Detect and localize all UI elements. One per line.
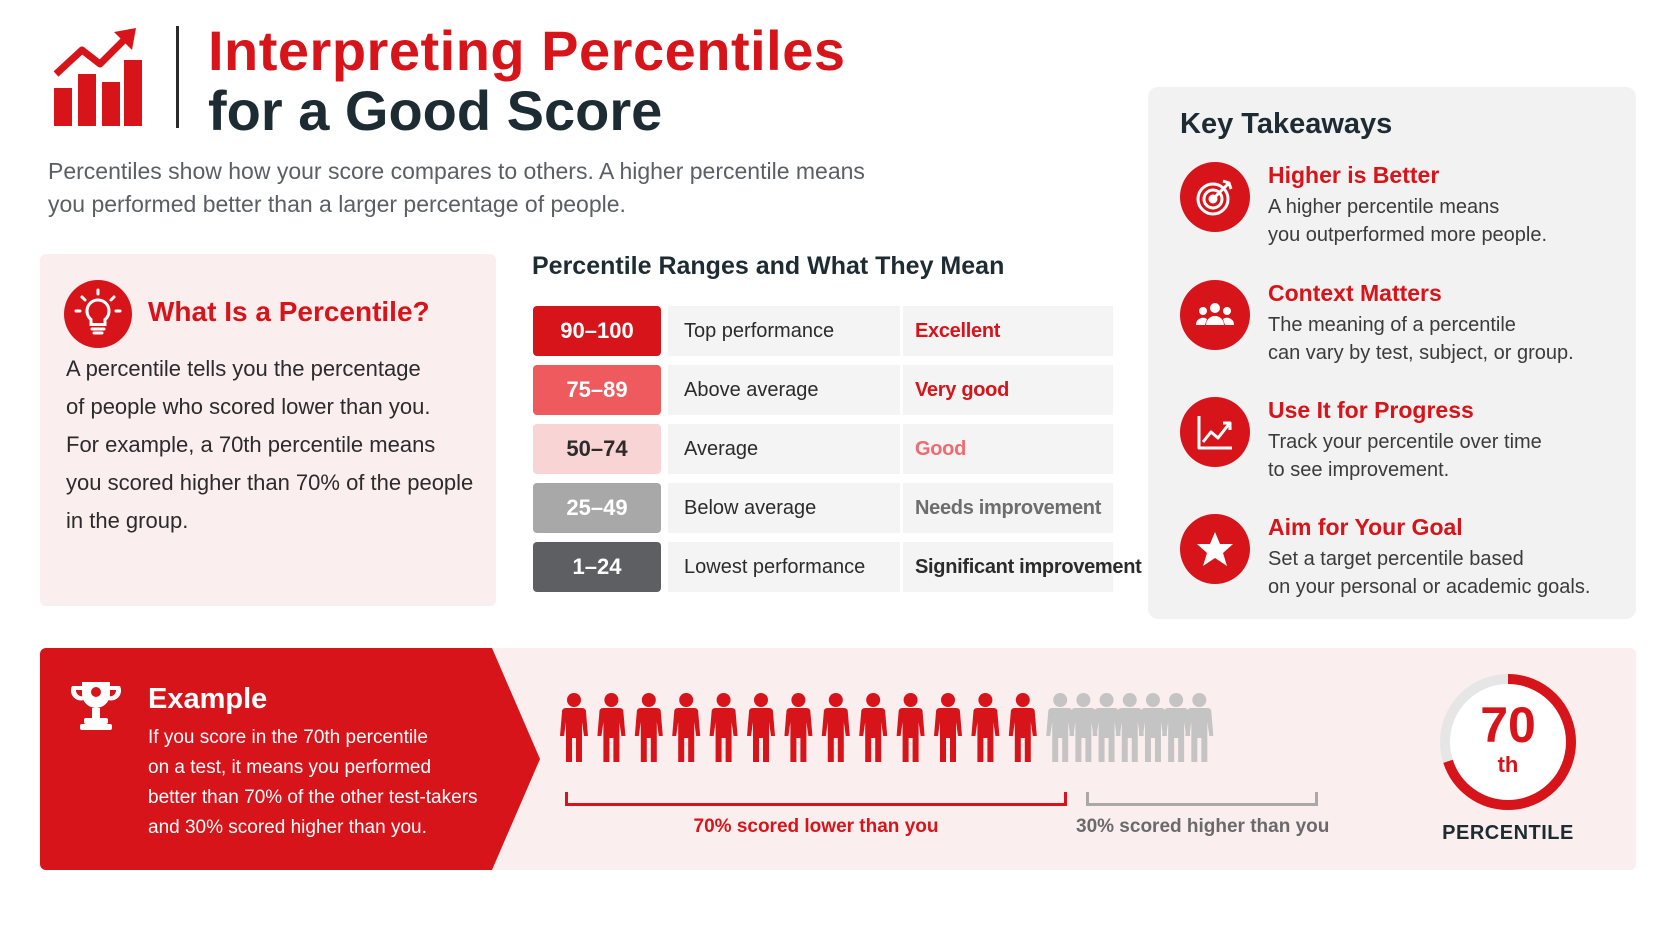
range-meaning: Above average [668, 365, 900, 415]
lower-bracket [565, 792, 1067, 806]
lower-label: 70% scored lower than you [693, 816, 939, 837]
takeaway-line: The meaning of a percentile [1268, 314, 1516, 336]
person-lower-icon [747, 693, 775, 762]
person-higher-icon [1185, 693, 1214, 762]
intro-text: Percentiles show how your score compares… [48, 155, 928, 221]
what-is-line: you scored higher than 70% of the people [66, 470, 474, 495]
person-higher-icon [1046, 693, 1075, 762]
what-is-line: in the group. [66, 508, 189, 533]
range-rating: Good [903, 424, 1113, 474]
takeaway-line: can vary by test, subject, or group. [1268, 342, 1574, 364]
person-higher-icon [1138, 693, 1167, 762]
range-row: 90–100 Top performance Excellent [533, 306, 1113, 356]
example-line: If you score in the 70th percentile [148, 727, 428, 748]
range-row: 25–49 Below average Needs improvement [533, 483, 1113, 533]
takeaway-item: Use It for Progress Track your percentil… [1180, 397, 1630, 487]
lightbulb-icon [64, 280, 132, 348]
chart-growth-icon [53, 28, 142, 126]
takeaway-item: Higher is Better A higher percentile mea… [1180, 162, 1630, 252]
what-is-title: What Is a Percentile? [148, 296, 430, 327]
group-icon [1180, 280, 1250, 350]
person-lower-icon [672, 693, 701, 762]
person-higher-icon [1092, 693, 1121, 762]
person-lower-icon [859, 693, 888, 762]
percentile-value: 70 [1480, 697, 1536, 753]
takeaway-item: Context Matters The meaning of a percent… [1180, 280, 1630, 370]
takeaway-heading: Aim for Your Goal [1268, 514, 1463, 540]
what-is-body: A percentile tells you the percentage of… [66, 350, 486, 540]
example-line: on a test, it means you performed [148, 757, 432, 778]
example-panel [40, 648, 540, 870]
range-pill: 25–49 [533, 483, 661, 533]
trophy-icon [70, 682, 122, 730]
percentile-label: PERCENTILE [1442, 822, 1574, 844]
person-lower-icon [784, 693, 813, 762]
higher-bracket [1086, 792, 1318, 806]
person-higher-icon [1115, 693, 1144, 762]
takeaway-line: to see improvement. [1268, 459, 1450, 481]
key-takeaways-title: Key Takeaways [1180, 108, 1393, 140]
range-meaning: Lowest performance [668, 542, 900, 592]
intro-line: Percentiles show how your score compares… [48, 158, 865, 184]
range-rating: Excellent [903, 306, 1113, 356]
trend-chart-icon [1180, 397, 1250, 467]
takeaway-heading: Use It for Progress [1268, 397, 1474, 423]
percentile-gauge [1440, 674, 1576, 810]
percentile-suffix: th [1497, 752, 1519, 777]
ranges-title: Percentile Ranges and What They Mean [532, 252, 1005, 280]
person-higher-icon [1069, 693, 1098, 762]
range-pill: 90–100 [533, 306, 661, 356]
person-lower-icon [634, 693, 663, 762]
person-lower-icon [971, 693, 1000, 762]
takeaway-line: Track your percentile over time [1268, 431, 1542, 453]
range-pill: 75–89 [533, 365, 661, 415]
higher-label: 30% scored higher than you [1076, 816, 1330, 837]
takeaway-item: Aim for Your Goal Set a target percentil… [1180, 514, 1630, 604]
range-rating: Very good [903, 365, 1113, 415]
header-divider [176, 26, 179, 128]
takeaway-line: you outperformed more people. [1268, 224, 1548, 246]
range-meaning: Average [668, 424, 900, 474]
person-lower-icon [709, 693, 738, 762]
takeaway-text: The meaning of a percentile can vary by … [1268, 311, 1574, 367]
person-lower-icon [821, 693, 850, 762]
star-icon [1180, 514, 1250, 584]
person-higher-icon [1162, 693, 1191, 762]
people-row [560, 693, 1214, 762]
range-rating: Significant improvement [903, 542, 1142, 592]
person-lower-icon [896, 693, 925, 762]
page-subtitle: for a Good Score [208, 79, 663, 142]
takeaway-text: Set a target percentile based on your pe… [1268, 545, 1590, 601]
example-body: If you score in the 70th percentile on a… [148, 723, 478, 843]
range-pill: 50–74 [533, 424, 661, 474]
range-meaning: Below average [668, 483, 900, 533]
takeaway-heading: Higher is Better [1268, 162, 1440, 188]
range-row: 75–89 Above average Very good [533, 365, 1113, 415]
what-is-line: of people who scored lower than you. [66, 394, 431, 419]
example-line: better than 70% of the other test-takers [148, 787, 478, 808]
range-rating: Needs improvement [903, 483, 1113, 533]
takeaway-text: A higher percentile means you outperform… [1268, 193, 1547, 249]
what-is-line: For example, a 70th percentile means [66, 432, 436, 457]
takeaway-line: Set a target percentile based [1268, 548, 1524, 570]
takeaway-heading: Context Matters [1268, 280, 1442, 306]
page-title: Interpreting Percentiles [208, 19, 846, 82]
range-meaning: Top performance [668, 306, 900, 356]
range-row: 1–24 Lowest performance Significant impr… [533, 542, 1142, 592]
takeaway-text: Track your percentile over time to see i… [1268, 428, 1542, 484]
range-row: 50–74 Average Good [533, 424, 1113, 474]
person-lower-icon [597, 693, 626, 762]
intro-line: you performed better than a larger perce… [48, 191, 626, 217]
person-lower-icon [934, 693, 962, 762]
range-pill: 1–24 [533, 542, 661, 592]
example-line: and 30% scored higher than you. [148, 817, 427, 838]
person-lower-icon [560, 693, 588, 762]
person-lower-icon [1008, 693, 1037, 762]
takeaway-line: on your personal or academic goals. [1268, 576, 1591, 598]
takeaway-line: A higher percentile means [1268, 196, 1500, 218]
target-icon [1180, 162, 1250, 232]
what-is-line: A percentile tells you the percentage [66, 356, 421, 381]
gauge-fill [1440, 674, 1576, 810]
example-title: Example [148, 683, 268, 715]
